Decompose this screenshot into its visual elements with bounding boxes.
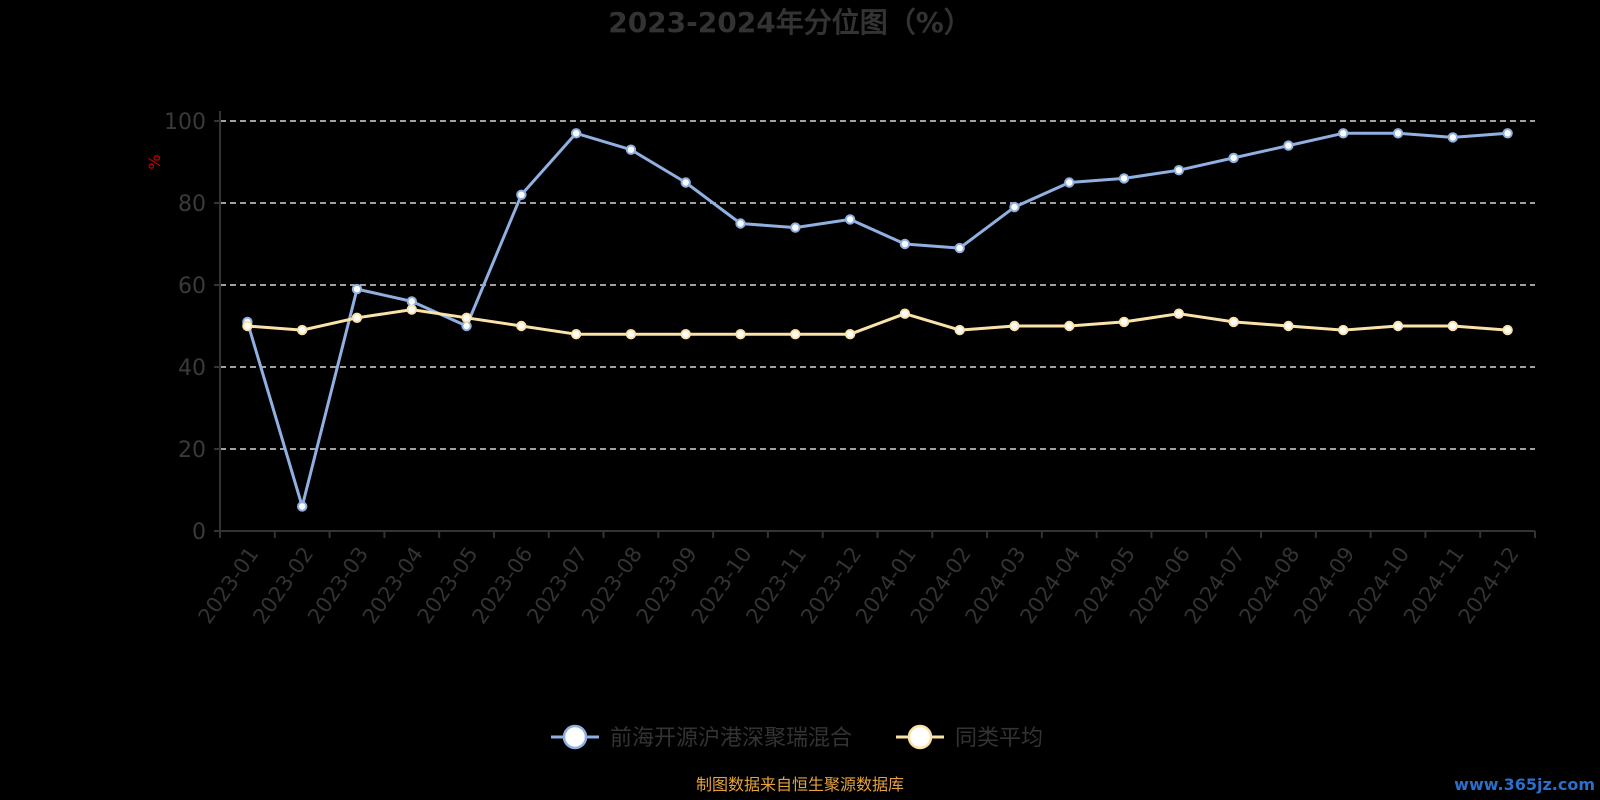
data-point[interactable] <box>461 312 472 323</box>
series-layer <box>242 128 1513 512</box>
data-point[interactable] <box>1118 173 1130 184</box>
data-point[interactable] <box>406 296 417 307</box>
data-point[interactable] <box>1173 308 1185 319</box>
y-tick-label: 60 <box>178 274 206 299</box>
data-point[interactable] <box>296 501 308 512</box>
data-point[interactable] <box>1173 165 1185 176</box>
y-tick-label: 20 <box>178 438 206 463</box>
data-point[interactable] <box>242 320 253 332</box>
data-point[interactable] <box>406 304 417 315</box>
data-point[interactable] <box>1283 140 1294 151</box>
data-point[interactable] <box>790 222 801 233</box>
data-point[interactable] <box>680 177 691 188</box>
data-point[interactable] <box>899 238 911 250</box>
data-point[interactable] <box>1447 320 1459 332</box>
data-point[interactable] <box>1338 128 1349 139</box>
y-axis-label: % <box>145 154 164 169</box>
legend[interactable]: 前海开源沪港深聚瑞混合 同类平均 <box>551 724 1043 751</box>
data-point[interactable] <box>954 324 965 336</box>
y-tick-label: 100 <box>164 110 206 135</box>
data-point[interactable] <box>1228 152 1239 164</box>
legend-label: 前海开源沪港深聚瑞混合 <box>610 726 852 751</box>
data-point[interactable] <box>1392 320 1404 332</box>
data-point[interactable] <box>351 283 363 295</box>
series-line <box>247 308 1508 336</box>
data-point[interactable] <box>296 324 308 336</box>
data-point[interactable] <box>625 144 637 155</box>
data-point[interactable] <box>735 329 746 340</box>
legend-label: 同类平均 <box>955 726 1043 751</box>
data-point[interactable] <box>516 320 527 332</box>
data-point[interactable] <box>844 329 856 340</box>
data-point[interactable] <box>1338 324 1349 336</box>
data-point[interactable] <box>625 329 637 340</box>
data-point[interactable] <box>570 128 582 139</box>
data-point[interactable] <box>680 329 691 340</box>
data-point[interactable] <box>735 218 746 229</box>
legend-marker <box>562 724 588 750</box>
data-point[interactable] <box>1392 128 1404 139</box>
y-tick-label: 40 <box>178 356 206 381</box>
data-point[interactable] <box>1228 316 1239 328</box>
axes: 0204060801002023-012023-022023-032023-04… <box>164 110 1536 628</box>
data-point[interactable] <box>1009 201 1020 213</box>
series-1 <box>242 128 1513 512</box>
data-point[interactable] <box>790 329 801 340</box>
data-point[interactable] <box>1502 324 1513 336</box>
grid-lines <box>220 120 1535 450</box>
watermark: www.365jz.com <box>1454 775 1595 794</box>
chart-title: 2023-2024年分位图（%） <box>608 6 972 39</box>
legend-marker <box>907 724 933 750</box>
data-point[interactable] <box>1502 128 1513 139</box>
data-point[interactable] <box>570 329 582 340</box>
legend-item-2[interactable]: 同类平均 <box>896 724 1043 751</box>
data-point[interactable] <box>954 242 965 254</box>
data-point[interactable] <box>1118 316 1130 328</box>
data-point[interactable] <box>1009 320 1020 332</box>
y-tick-label: 0 <box>192 520 206 545</box>
series-line <box>245 131 1508 508</box>
source-note: 制图数据来自恒生聚源数据库 <box>696 775 904 794</box>
data-point[interactable] <box>899 308 911 319</box>
data-point[interactable] <box>461 320 472 332</box>
y-tick-label: 80 <box>178 192 206 217</box>
data-point[interactable] <box>516 189 527 201</box>
data-point[interactable] <box>351 312 363 323</box>
data-point[interactable] <box>844 214 856 225</box>
legend-item-1[interactable]: 前海开源沪港深聚瑞混合 <box>551 724 852 751</box>
data-point[interactable] <box>1283 320 1294 332</box>
data-point[interactable] <box>1064 320 1075 332</box>
data-point[interactable] <box>1064 177 1075 188</box>
data-point[interactable] <box>1447 132 1459 143</box>
series-2 <box>242 304 1513 340</box>
